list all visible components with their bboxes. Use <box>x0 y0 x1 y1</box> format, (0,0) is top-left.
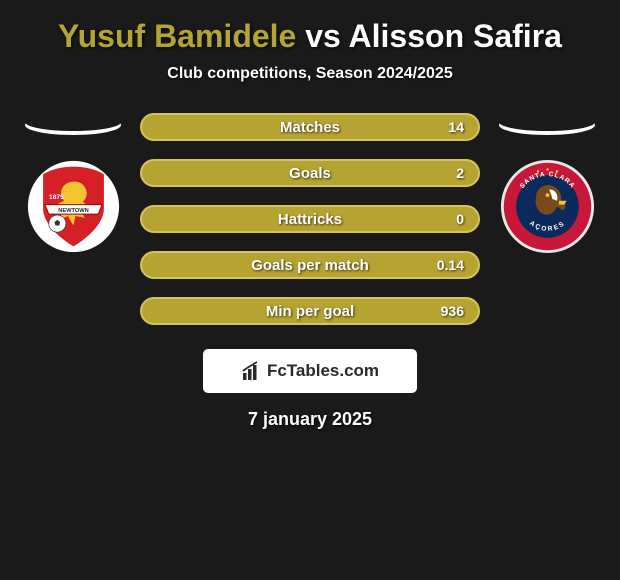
player-a-name: Yusuf Bamidele <box>58 18 296 54</box>
stats-list: Matches 14 Goals 2 Hattricks 0 Goals per… <box>140 113 480 325</box>
chart-icon <box>241 360 263 382</box>
stat-right-value: 2 <box>456 165 464 181</box>
page-title: Yusuf Bamidele vs Alisson Safira <box>0 18 620 55</box>
swoosh-right-icon <box>497 113 597 141</box>
stat-label: Hattricks <box>156 211 464 228</box>
player-a-column: NEWTOWN 1875 <box>18 113 128 254</box>
stat-label: Min per goal <box>156 303 464 320</box>
stat-label: Matches <box>156 119 464 136</box>
stat-row: Goals per match 0.14 <box>140 251 480 279</box>
comparison-panel: NEWTOWN 1875 Matches 14 Goals 2 Hattrick… <box>0 113 620 325</box>
crest-b: SANTA CLARA AÇORES <box>500 159 595 254</box>
stat-row: Min per goal 936 <box>140 297 480 325</box>
stat-right-value: 14 <box>448 119 464 135</box>
subtitle: Club competitions, Season 2024/2025 <box>0 65 620 83</box>
stat-right-value: 936 <box>441 303 464 319</box>
crest-a: NEWTOWN 1875 <box>26 159 121 254</box>
player-b-column: SANTA CLARA AÇORES <box>492 113 602 254</box>
svg-text:NEWTOWN: NEWTOWN <box>58 208 89 214</box>
vs-text: vs <box>305 18 341 54</box>
stat-row: Hattricks 0 <box>140 205 480 233</box>
date-label: 7 january 2025 <box>0 409 620 430</box>
stat-row: Goals 2 <box>140 159 480 187</box>
stat-right-value: 0 <box>456 211 464 227</box>
svg-text:1875: 1875 <box>49 194 64 201</box>
swoosh-left-icon <box>23 113 123 141</box>
stat-label: Goals <box>156 165 464 182</box>
stat-right-value: 0.14 <box>437 257 464 273</box>
player-b-name: Alisson Safira <box>349 18 562 54</box>
stat-label: Goals per match <box>156 257 464 274</box>
brand-text: FcTables.com <box>267 361 379 381</box>
brand-logo: FcTables.com <box>203 349 417 393</box>
stat-row: Matches 14 <box>140 113 480 141</box>
